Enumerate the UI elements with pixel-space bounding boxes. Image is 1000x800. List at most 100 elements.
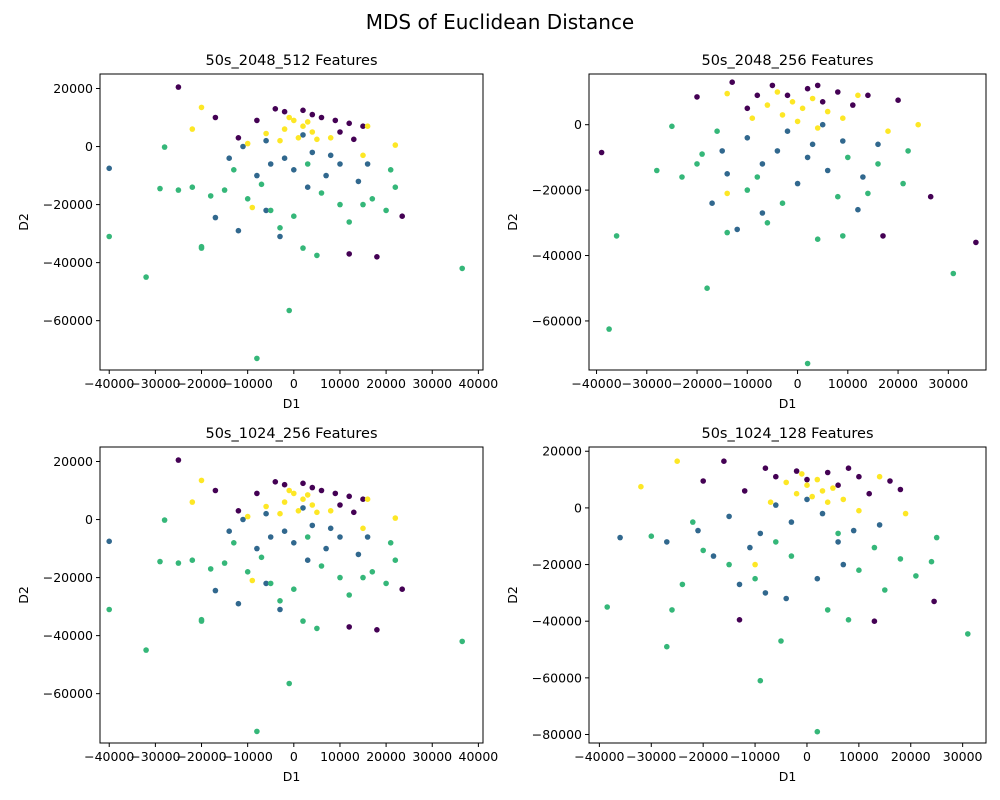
x-tick-label: 0	[290, 376, 298, 391]
scatter-point-cluster-1	[788, 519, 795, 525]
scatter-point-cluster-3	[819, 488, 826, 494]
scatter-point-cluster-2	[459, 638, 466, 645]
scatter-point-cluster-1	[300, 505, 306, 511]
scatter-point-cluster-1	[323, 545, 329, 552]
scatter-point-cluster-2	[360, 201, 366, 208]
scatter-point-cluster-1	[759, 210, 766, 216]
scatter-point-cluster-3	[814, 476, 821, 483]
scatter-point-cluster-2	[669, 123, 675, 130]
scatter-point-cluster-2	[258, 554, 265, 561]
x-tick-label: 0	[290, 749, 298, 764]
scatter-point-cluster-3	[304, 119, 311, 125]
scatter-point-cluster-2	[277, 225, 283, 231]
scatter-point-cluster-0	[346, 624, 353, 630]
scatter-point-cluster-2	[845, 154, 851, 161]
scatter-points	[604, 458, 971, 735]
x-tick-label: 10000	[320, 376, 360, 391]
y-axis-label: D2	[16, 586, 31, 604]
scatter-point-cluster-2	[304, 534, 311, 540]
scatter-point-cluster-0	[762, 465, 769, 472]
scatter-point-cluster-2	[143, 647, 149, 653]
scatter-point-cluster-2	[704, 285, 710, 292]
scatter-point-cluster-1	[759, 161, 766, 167]
scatter-point-cluster-1	[757, 530, 764, 537]
scatter-point-cluster-3	[789, 99, 796, 105]
scatter-point-cluster-3	[830, 485, 836, 491]
scatter-point-cluster-2	[337, 201, 343, 208]
scatter-point-cluster-0	[175, 457, 182, 463]
scatter-point-cluster-3	[799, 105, 806, 112]
scatter-point-cluster-2	[950, 270, 957, 277]
y-tick-label: 20000	[53, 81, 93, 96]
scatter-point-cluster-0	[318, 114, 325, 121]
scatter-points	[106, 84, 466, 362]
scatter-point-cluster-3	[277, 510, 283, 517]
figure-suptitle: MDS of Euclidean Distance	[365, 10, 635, 34]
scatter-point-cluster-1	[819, 121, 826, 128]
scatter-point-cluster-0	[741, 488, 748, 494]
x-tick-label: −40000	[84, 376, 134, 391]
x-tick-label: −10000	[223, 749, 273, 764]
scatter-point-cluster-1	[291, 540, 297, 546]
scatter-point-cluster-3	[295, 135, 302, 141]
scatter-point-cluster-3	[392, 515, 399, 521]
y-tick-label: −40000	[43, 628, 93, 643]
x-tick-label: 0	[803, 749, 811, 764]
x-tick-label: 30000	[412, 376, 452, 391]
scatter-point-cluster-2	[369, 569, 376, 575]
scatter-point-cluster-1	[364, 534, 371, 540]
scatter-point-cluster-1	[267, 161, 274, 167]
x-tick-label: 20000	[891, 749, 931, 764]
scatter-point-cluster-0	[399, 213, 406, 219]
scatter-point-cluster-2	[318, 563, 325, 569]
scatter-point-cluster-3	[286, 487, 293, 494]
scatter-point-cluster-2	[175, 187, 182, 193]
scatter-point-cluster-3	[300, 496, 306, 503]
scatter-point-cluster-1	[240, 143, 246, 150]
scatter-point-cluster-1	[304, 184, 311, 190]
scatter-point-cluster-2	[757, 677, 764, 684]
scatter-point-cluster-2	[699, 151, 705, 157]
scatter-point-cluster-3	[327, 135, 334, 141]
scatter-point-cluster-1	[819, 510, 826, 517]
y-tick-label: −60000	[532, 313, 582, 328]
x-tick-label: −10000	[730, 749, 780, 764]
scatter-point-cluster-2	[726, 561, 732, 568]
scatter-point-cluster-2	[905, 148, 911, 154]
subplot-title: 50s_1024_256 Features	[205, 426, 377, 442]
scatter-point-cluster-3	[885, 128, 891, 134]
scatter-point-cluster-0	[346, 493, 353, 500]
scatter-point-cluster-1	[235, 600, 242, 607]
scatter-point-cluster-1	[794, 180, 801, 187]
scatter-point-cluster-1	[850, 527, 857, 534]
scatter-point-cluster-2	[754, 174, 761, 180]
scatter-point-cluster-3	[244, 140, 251, 147]
scatter-point-cluster-0	[895, 97, 901, 103]
scatter-point-cluster-1	[254, 545, 260, 552]
scatter-point-cluster-3	[360, 152, 366, 159]
scatter-point-cluster-3	[840, 115, 846, 121]
scatter-point-cluster-2	[267, 580, 274, 587]
scatter-point-cluster-2	[207, 566, 214, 572]
scatter-point-cluster-2	[300, 245, 306, 251]
scatter-point-cluster-0	[866, 490, 872, 497]
subplot-title: 50s_1024_128 Features	[701, 426, 873, 442]
scatter-point-cluster-1	[726, 513, 732, 520]
scatter-point-cluster-1	[736, 581, 743, 588]
y-tick-label: −20000	[532, 183, 582, 198]
scatter-point-cluster-3	[189, 126, 196, 132]
y-tick-label: 0	[574, 500, 582, 515]
scatter-point-cluster-2	[346, 219, 353, 225]
scatter-point-cluster-2	[604, 604, 610, 610]
x-tick-label: 40000	[459, 749, 499, 764]
scatter-point-cluster-1	[240, 516, 246, 523]
scatter-point-cluster-3	[360, 525, 366, 532]
scatter-point-cluster-0	[300, 480, 306, 487]
scatter-point-cluster-3	[364, 496, 371, 503]
axes-frame	[99, 73, 484, 371]
scatter-point-cluster-3	[783, 479, 789, 486]
scatter-point-cluster-1	[254, 172, 260, 179]
scatter-point-cluster-3	[804, 482, 810, 489]
x-tick-label: 20000	[878, 376, 918, 391]
scatter-point-cluster-1	[263, 510, 269, 517]
